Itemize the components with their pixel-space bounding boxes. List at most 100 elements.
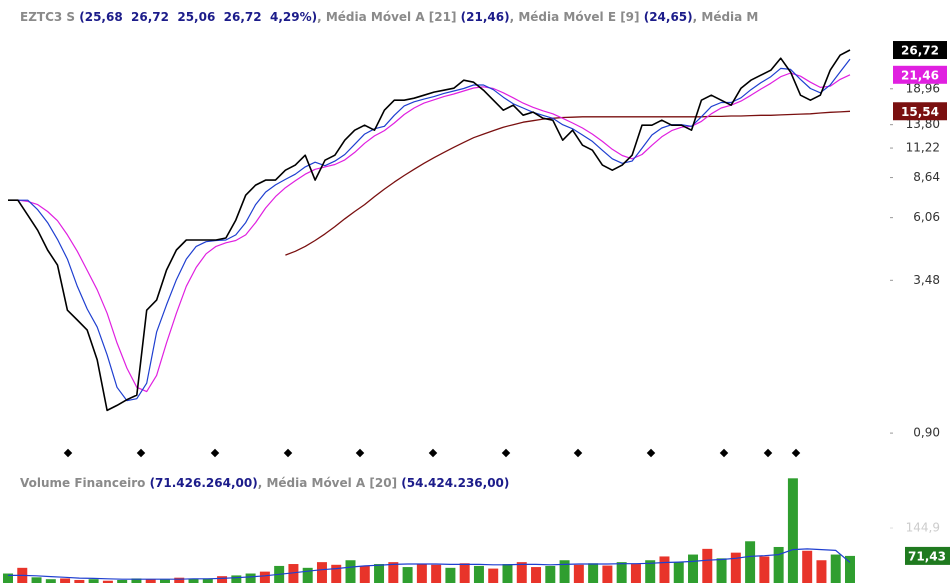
marker xyxy=(210,448,220,458)
volume-bar xyxy=(374,564,385,583)
volume-bar xyxy=(845,555,855,583)
series-line xyxy=(8,49,851,412)
volume-bar xyxy=(60,578,71,583)
marker xyxy=(136,448,146,458)
volume-bar xyxy=(145,579,156,583)
volume-bar xyxy=(102,580,113,583)
volume-bar xyxy=(345,560,356,583)
volume-bar xyxy=(816,560,827,583)
volume-bar xyxy=(773,546,784,583)
volume-header: Volume Financeiro (71.426.264,00), Média… xyxy=(20,476,509,490)
series-line xyxy=(285,110,851,256)
volume-bar xyxy=(516,562,527,583)
volume-bar xyxy=(787,478,798,583)
volume-bar xyxy=(802,550,813,583)
volume-bar xyxy=(131,578,142,583)
y-tick-label: 0,90 xyxy=(913,426,940,440)
last-value-label: 26,72 xyxy=(901,44,939,58)
marker xyxy=(646,448,656,458)
last-value-label: 15,54 xyxy=(901,105,939,119)
volume-bar xyxy=(673,562,684,583)
last-value-label: 21,46 xyxy=(901,68,939,82)
volume-bar xyxy=(573,564,584,583)
volume-bar xyxy=(3,573,13,583)
y-tick-label: 3,48 xyxy=(913,273,940,287)
header-part: , Média Móvel A [21] xyxy=(317,10,461,24)
volume-bar xyxy=(259,571,270,583)
marker xyxy=(719,448,729,458)
y-tick-label: 144,9 xyxy=(906,521,940,535)
y-tick-label: 6,06 xyxy=(913,210,940,224)
volume-bar xyxy=(388,562,399,583)
volume-bar xyxy=(730,552,741,583)
volume-bar xyxy=(45,579,56,583)
marker xyxy=(763,448,773,458)
volume-bar xyxy=(431,564,442,583)
volume-bar xyxy=(759,556,770,583)
series-line xyxy=(8,72,851,393)
marker xyxy=(63,448,73,458)
event-markers xyxy=(63,448,801,458)
volume-bar xyxy=(445,567,456,583)
volume-bar xyxy=(616,562,627,583)
header-part: (21,46) xyxy=(461,10,510,24)
volume-bar xyxy=(659,556,670,583)
volume-bar xyxy=(531,567,542,583)
y-tick-label: 11,22 xyxy=(906,141,940,155)
price-header: EZTC3 S (25,68 26,72 25,06 26,72 4,29%),… xyxy=(20,10,758,24)
volume-bar xyxy=(231,575,242,583)
volume-bar xyxy=(188,578,199,583)
marker xyxy=(501,448,511,458)
volume-bar xyxy=(645,560,656,583)
header-part: (54.424.236,00) xyxy=(401,476,509,490)
y-tick-label: 8,64 xyxy=(913,170,940,184)
marker xyxy=(283,448,293,458)
volume-bar xyxy=(159,579,170,583)
volume-bar xyxy=(716,558,727,583)
last-value-badge xyxy=(893,41,947,60)
volume-bar xyxy=(331,564,342,583)
volume-bar xyxy=(416,564,427,583)
volume-bar xyxy=(74,579,85,583)
marker xyxy=(355,448,365,458)
header-part: EZTC3 S xyxy=(20,10,79,24)
marker xyxy=(791,448,801,458)
last-value-badge xyxy=(905,546,950,565)
volume-bar xyxy=(502,564,513,583)
volume-bar xyxy=(745,541,756,583)
y-tick-label: 18,96 xyxy=(906,81,940,95)
volume-bar xyxy=(402,567,413,583)
volume-bar xyxy=(688,554,699,583)
volume-bar xyxy=(473,565,484,583)
series-line xyxy=(8,58,851,402)
volume-average-line xyxy=(8,548,851,580)
volume-bar xyxy=(117,579,128,583)
volume-bar xyxy=(31,577,42,583)
last-value-badge xyxy=(893,102,947,121)
header-part: (71.426.264,00) xyxy=(150,476,258,490)
volume-bar xyxy=(602,565,613,583)
volume-bar xyxy=(459,563,470,583)
last-value-label: 71,43 xyxy=(908,549,946,563)
header-part: , Média Móvel E [9] xyxy=(510,10,644,24)
volume-bar xyxy=(217,576,228,583)
volume-bar xyxy=(359,565,370,583)
volume-bar xyxy=(316,562,327,583)
header-part: , Média M xyxy=(693,10,759,24)
last-value-badge xyxy=(893,65,947,84)
volume-bar xyxy=(288,564,299,583)
volume-bar xyxy=(202,578,213,583)
marker xyxy=(428,448,438,458)
volume-bar xyxy=(302,567,313,583)
volume-bar xyxy=(588,563,599,583)
volume-bar xyxy=(702,548,713,583)
header-part: , Média Móvel A [20] xyxy=(258,476,402,490)
volume-bar xyxy=(545,565,556,583)
header-part: (25,68 26,72 25,06 26,72 4,29%) xyxy=(79,10,317,24)
marker xyxy=(573,448,583,458)
volume-bar xyxy=(830,554,841,583)
header-part: Volume Financeiro xyxy=(20,476,150,490)
volume-bar xyxy=(559,560,570,583)
y-tick-label: 13,80 xyxy=(906,117,940,131)
